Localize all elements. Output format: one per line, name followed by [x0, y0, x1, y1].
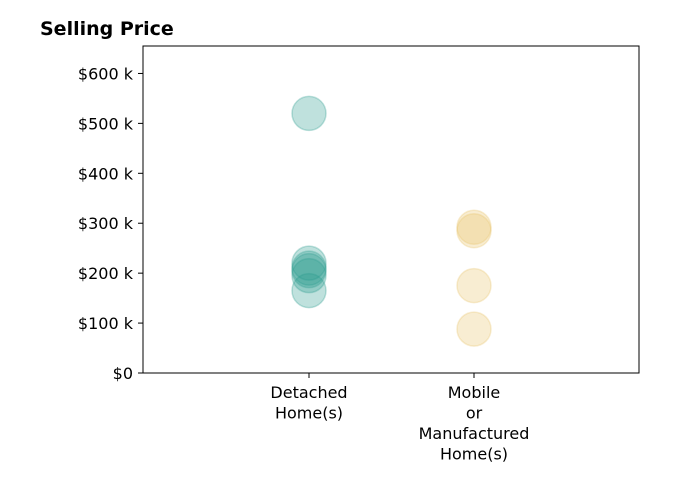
y-tick-label: $200 k [78, 264, 134, 283]
data-point [456, 212, 492, 249]
y-tick-label: $400 k [78, 164, 134, 183]
data-point [291, 95, 327, 132]
y-tick-label: $0 [113, 364, 133, 383]
y-axis: $0 $100 k $200 k $300 k $400 k $500 k $600 k [78, 64, 143, 383]
data-point [291, 272, 327, 309]
chart-title: Selling Price [40, 18, 174, 40]
data-point [456, 311, 492, 347]
data-point [291, 250, 327, 286]
x-axis: Detached Home(s) Mobile or Manufactured Home(… [270, 373, 529, 464]
data-point [291, 252, 327, 289]
y-tick-label: $300 k [78, 214, 134, 233]
y-tick-label: $500 k [78, 114, 134, 133]
data-point [456, 209, 492, 245]
y-tick-label: $100 k [78, 314, 134, 333]
plot-frame [142, 45, 640, 374]
data-point [456, 267, 492, 304]
x-tick-label: Mobile or Manufactured Home(s) [419, 383, 530, 464]
data-point [291, 257, 327, 294]
y-tick-label: $600 k [78, 64, 134, 83]
x-tick-label: Detached Home(s) [270, 383, 347, 423]
data-point [291, 245, 327, 281]
data-points [291, 95, 492, 347]
